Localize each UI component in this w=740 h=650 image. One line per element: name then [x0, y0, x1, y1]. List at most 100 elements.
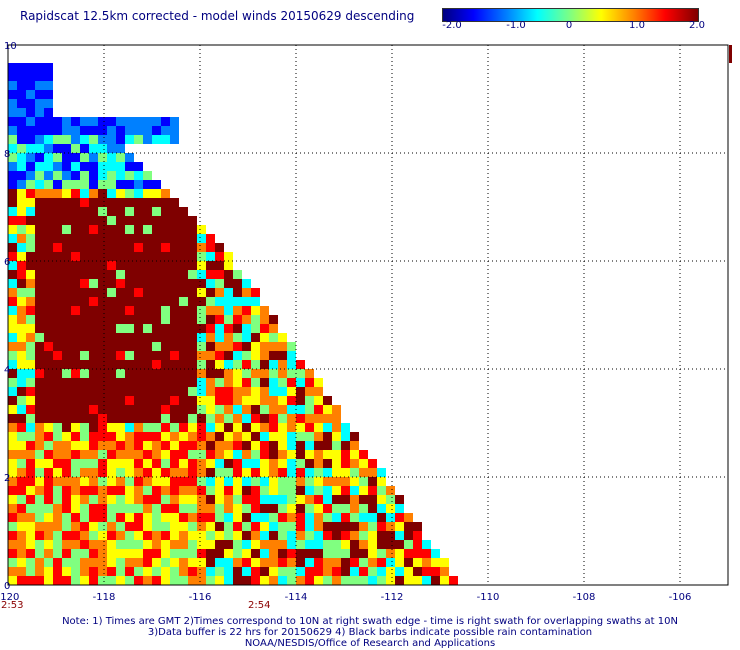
wind-cell — [269, 567, 278, 576]
wind-cell — [17, 495, 26, 504]
wind-cell — [26, 369, 35, 378]
wind-cell — [206, 351, 215, 360]
wind-cell — [296, 468, 305, 477]
wind-cell — [35, 369, 44, 378]
wind-cell — [431, 576, 440, 585]
wind-cell — [44, 405, 53, 414]
wind-cell — [143, 405, 152, 414]
wind-cell — [260, 459, 269, 468]
wind-cell — [35, 495, 44, 504]
wind-cell — [44, 522, 53, 531]
wind-cell — [107, 468, 116, 477]
wind-cell — [89, 387, 98, 396]
wind-cell — [107, 243, 116, 252]
wind-cell — [233, 459, 242, 468]
wind-cell — [152, 216, 161, 225]
wind-cell — [134, 288, 143, 297]
wind-cell — [17, 270, 26, 279]
wind-cell — [224, 504, 233, 513]
wind-cell — [44, 153, 53, 162]
wind-cell — [17, 261, 26, 270]
wind-cell — [269, 405, 278, 414]
wind-cell — [206, 378, 215, 387]
wind-cell — [53, 261, 62, 270]
wind-cell — [242, 288, 251, 297]
wind-cell — [53, 576, 62, 585]
wind-cell — [206, 405, 215, 414]
wind-cell — [89, 216, 98, 225]
wind-cell — [17, 126, 26, 135]
wind-cell — [296, 513, 305, 522]
wind-cell — [170, 243, 179, 252]
wind-cell — [17, 144, 26, 153]
wind-cell — [152, 432, 161, 441]
wind-cell — [44, 63, 53, 72]
wind-cell — [134, 477, 143, 486]
wind-cell — [278, 441, 287, 450]
wind-cell — [368, 468, 377, 477]
wind-cell — [35, 279, 44, 288]
wind-cell — [80, 270, 89, 279]
wind-cell — [251, 504, 260, 513]
wind-cell — [35, 441, 44, 450]
wind-cell — [179, 315, 188, 324]
wind-cell — [215, 414, 224, 423]
wind-cell — [17, 207, 26, 216]
wind-cell — [80, 333, 89, 342]
wind-cell — [98, 477, 107, 486]
wind-cell — [17, 90, 26, 99]
wind-cell — [44, 90, 53, 99]
wind-cell — [152, 531, 161, 540]
wind-cell — [206, 576, 215, 585]
wind-cell — [215, 567, 224, 576]
wind-cell — [206, 324, 215, 333]
wind-cell — [125, 171, 134, 180]
wind-cell — [377, 486, 386, 495]
wind-cell — [206, 360, 215, 369]
wind-cell — [287, 432, 296, 441]
wind-cell — [80, 378, 89, 387]
wind-cell — [242, 396, 251, 405]
wind-cell — [296, 531, 305, 540]
wind-cell — [107, 288, 116, 297]
wind-cell — [170, 279, 179, 288]
wind-cell — [215, 387, 224, 396]
wind-cell — [134, 459, 143, 468]
wind-cell — [215, 486, 224, 495]
wind-cell — [305, 450, 314, 459]
wind-cell — [125, 288, 134, 297]
wind-cell — [206, 369, 215, 378]
wind-cell — [8, 261, 17, 270]
wind-cell — [233, 378, 242, 387]
wind-cell — [125, 225, 134, 234]
wind-cell — [278, 450, 287, 459]
wind-cell — [188, 423, 197, 432]
wind-cell — [80, 504, 89, 513]
wind-cell — [125, 126, 134, 135]
wind-cell — [98, 459, 107, 468]
wind-cell — [17, 567, 26, 576]
wind-cell — [368, 504, 377, 513]
wind-cell — [143, 351, 152, 360]
wind-cell — [242, 360, 251, 369]
wind-cell — [107, 387, 116, 396]
wind-cell — [260, 378, 269, 387]
wind-cell — [98, 549, 107, 558]
wind-cell — [89, 369, 98, 378]
wind-cell — [8, 207, 17, 216]
wind-cell — [269, 576, 278, 585]
wind-cell — [269, 360, 278, 369]
wind-cell — [17, 450, 26, 459]
wind-cell — [332, 495, 341, 504]
wind-cell — [26, 81, 35, 90]
wind-cell — [233, 513, 242, 522]
wind-cell — [71, 252, 80, 261]
wind-cell — [233, 567, 242, 576]
wind-cell — [98, 576, 107, 585]
wind-cell — [35, 207, 44, 216]
wind-cell — [26, 513, 35, 522]
wind-cell — [197, 423, 206, 432]
wind-cell — [134, 324, 143, 333]
wind-cell — [35, 135, 44, 144]
wind-cell — [449, 576, 458, 585]
